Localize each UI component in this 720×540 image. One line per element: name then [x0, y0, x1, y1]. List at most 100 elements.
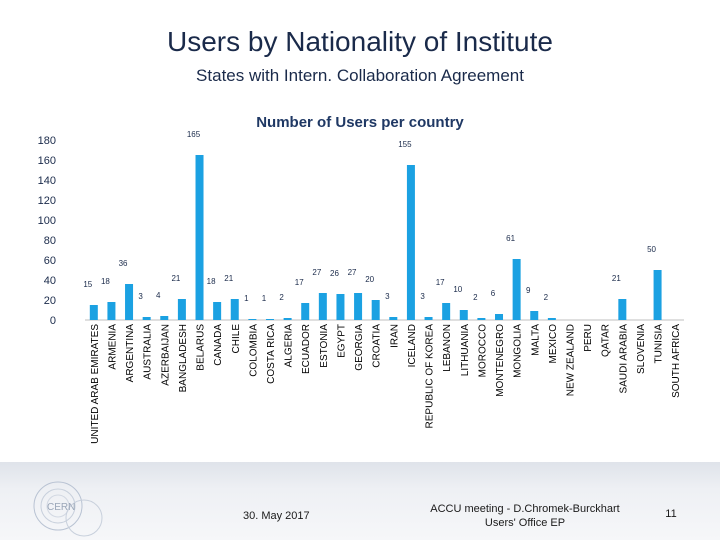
data-label: 20 [365, 275, 374, 284]
data-label: 165 [187, 130, 201, 139]
page-subtitle: States with Intern. Collaboration Agreem… [196, 66, 524, 85]
data-label: 61 [506, 234, 515, 243]
data-label: 15 [83, 280, 92, 289]
footer-meeting: ACCU meeting - D.Chromek-Burckhart Users… [400, 502, 650, 530]
x-tick-label: PERU [583, 324, 594, 352]
footer-meeting-line1: ACCU meeting - D.Chromek-Burckhart [430, 503, 620, 515]
data-label: 6 [491, 289, 496, 298]
bar [283, 318, 292, 320]
data-label: 2 [544, 293, 549, 302]
data-label: 4 [156, 291, 161, 300]
bar [160, 316, 169, 320]
x-tick-label: QATAR [601, 324, 612, 357]
cern-logo-icon: CERN [33, 481, 103, 537]
x-tick-label: AZERBAIJAN [160, 324, 171, 386]
page-title: Users by Nationality of Institute [167, 26, 553, 57]
bar [142, 317, 151, 320]
bar [495, 314, 504, 320]
data-label: 27 [348, 268, 357, 277]
data-label: 1 [262, 294, 267, 303]
x-tick-label: GEORGIA [354, 324, 365, 371]
data-label: 17 [436, 278, 445, 287]
bar [389, 317, 398, 320]
bar [248, 319, 257, 320]
bar [424, 317, 433, 320]
bar [107, 302, 116, 320]
x-tick-label: IRAN [389, 324, 400, 348]
bar [318, 293, 327, 320]
x-tick-label: ECUADOR [301, 324, 312, 374]
x-tick-label: LITHUANIA [460, 324, 471, 377]
page-number: 11 [665, 508, 677, 520]
data-label: 17 [295, 278, 304, 287]
data-label: 155 [398, 140, 412, 149]
x-tick-label: MONTENEGRO [495, 324, 506, 397]
x-tick-label: EGYPT [336, 324, 347, 358]
y-tick-label: 140 [38, 175, 56, 187]
data-label: 21 [224, 274, 233, 283]
y-tick-label: 100 [38, 215, 56, 227]
x-tick-label: AUSTRALIA [143, 324, 154, 380]
bar [230, 299, 239, 320]
chart-title: Number of Users per country [256, 114, 464, 131]
logo-text: CERN [47, 502, 75, 513]
x-tick-label: CROATIA [372, 324, 383, 368]
y-tick-label: 60 [44, 255, 56, 267]
data-label: 3 [385, 292, 390, 301]
x-tick-label: TUNISIA [654, 324, 665, 364]
data-label: 26 [330, 269, 339, 278]
data-label: 3 [138, 292, 143, 301]
bar [653, 270, 662, 320]
x-tick-label: LEBANON [442, 324, 453, 372]
footer-meeting-line2: Users' Office EP [484, 517, 566, 529]
data-label: 1 [244, 294, 249, 303]
bar [301, 303, 310, 320]
x-tick-label: SAUDI ARABIA [618, 324, 629, 394]
bar [459, 310, 468, 320]
x-tick-label: CHILE [231, 324, 242, 354]
data-label: 27 [312, 268, 321, 277]
y-tick-label: 180 [38, 135, 56, 147]
bar [336, 294, 345, 320]
x-tick-label: NEW ZEALAND [565, 324, 576, 396]
x-tick-label: MEXICO [548, 324, 559, 364]
bar [213, 302, 222, 320]
x-tick-label: MONGOLIA [513, 324, 524, 378]
x-tick-label: SLOVENIA [636, 324, 647, 374]
bar [354, 293, 363, 320]
x-tick-label: ALGERIA [284, 324, 295, 368]
footer-date: 30. May 2017 [243, 510, 310, 522]
bar [371, 300, 380, 320]
x-tick-label: COLOMBIA [248, 324, 259, 377]
x-tick-label: ESTONIA [319, 324, 330, 368]
bar [125, 284, 134, 320]
data-label: 36 [119, 259, 128, 268]
y-tick-label: 20 [44, 295, 56, 307]
y-tick-label: 160 [38, 155, 56, 167]
data-label: 2 [279, 293, 284, 302]
x-tick-label: BANGLADESH [178, 324, 189, 392]
bar [530, 311, 539, 320]
bar [195, 155, 204, 320]
x-tick-label: SOUTH AFRICA [671, 324, 682, 398]
x-tick-label: ARGENTINA [125, 324, 136, 383]
x-tick-label: ICELAND [407, 324, 418, 367]
x-tick-label: UNITED ARAB EMIRATES [90, 324, 101, 444]
bar [265, 319, 274, 320]
data-label: 21 [171, 274, 180, 283]
data-label: 18 [101, 277, 110, 286]
data-label: 18 [207, 277, 216, 286]
data-label: 2 [473, 293, 478, 302]
data-label: 21 [612, 274, 621, 283]
bar [406, 165, 415, 320]
y-tick-label: 120 [38, 195, 56, 207]
x-tick-label: MOROCCO [477, 324, 488, 378]
data-label: 50 [647, 245, 656, 254]
x-tick-label: COSTA RICA [266, 324, 277, 384]
x-tick-label: BELARUS [196, 324, 207, 371]
x-tick-label: MALTA [530, 324, 541, 356]
bar [618, 299, 627, 320]
bar [547, 318, 556, 320]
y-tick-label: 0 [50, 315, 56, 327]
